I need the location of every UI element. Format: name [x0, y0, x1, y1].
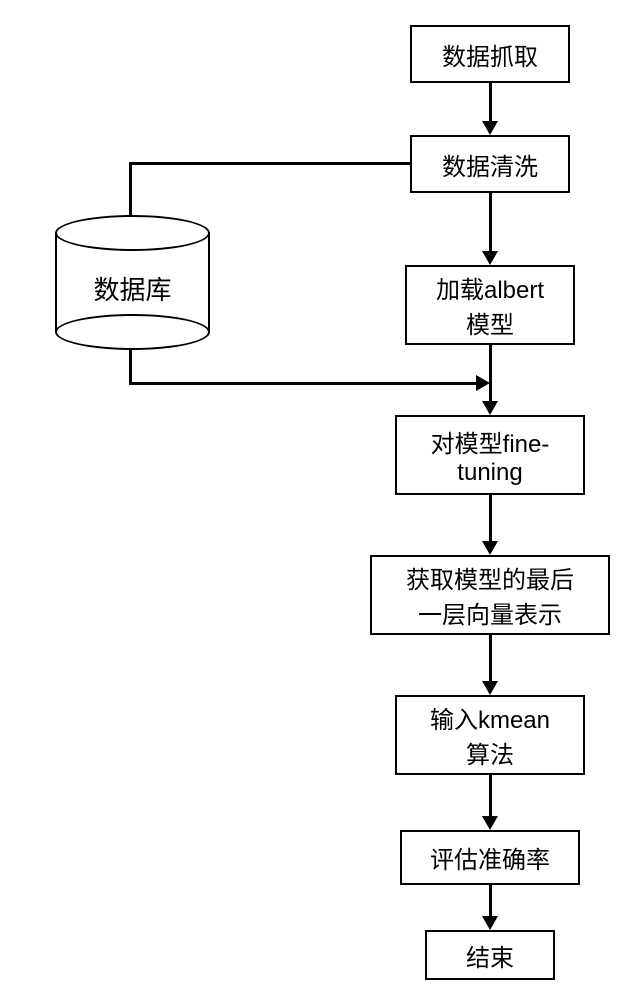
node-label: 评估准确率: [430, 840, 550, 875]
arrow-head-icon: [482, 121, 498, 135]
edge-line: [129, 162, 132, 215]
arrow-head-icon: [482, 916, 498, 930]
arrow-head-icon: [482, 401, 498, 415]
node-label: 数据库: [55, 270, 210, 307]
node-database: 数据库: [55, 215, 210, 350]
node-label: 数据清洗: [442, 147, 538, 182]
node-end: 结束: [425, 930, 555, 980]
edge-line: [489, 495, 492, 541]
edge-line: [129, 350, 132, 384]
node-label: 加载albert 模型: [436, 270, 544, 340]
cylinder-bottom: [55, 314, 210, 350]
arrow-head-icon: [476, 375, 490, 391]
edge-line: [129, 382, 477, 385]
edge-line: [130, 162, 410, 165]
node-kmean: 输入kmean 算法: [395, 695, 585, 775]
node-data-fetch: 数据抓取: [410, 25, 570, 83]
node-data-clean: 数据清洗: [410, 135, 570, 193]
arrow-head-icon: [482, 681, 498, 695]
edge-line: [489, 193, 492, 251]
arrow-head-icon: [482, 816, 498, 830]
node-last-layer-vector: 获取模型的最后 一层向量表示: [370, 555, 610, 635]
node-label: 获取模型的最后 一层向量表示: [406, 560, 574, 630]
node-load-albert: 加载albert 模型: [405, 265, 575, 345]
node-label: 数据抓取: [442, 37, 538, 72]
edge-line: [489, 635, 492, 681]
edge-line: [489, 775, 492, 816]
edge-line: [489, 83, 492, 121]
node-label: 结束: [466, 938, 514, 973]
node-label: 输入kmean 算法: [430, 700, 550, 770]
arrow-head-icon: [482, 251, 498, 265]
edge-line: [489, 345, 492, 401]
node-fine-tuning: 对模型fine- tuning: [395, 415, 585, 495]
arrow-head-icon: [482, 541, 498, 555]
node-evaluate: 评估准确率: [400, 830, 580, 885]
node-label: 对模型fine- tuning: [431, 424, 550, 487]
edge-line: [489, 885, 492, 916]
flowchart-canvas: 数据抓取 数据清洗 加载albert 模型 对模型fine- tuning 获取…: [0, 0, 643, 1000]
cylinder-top: [55, 215, 210, 251]
